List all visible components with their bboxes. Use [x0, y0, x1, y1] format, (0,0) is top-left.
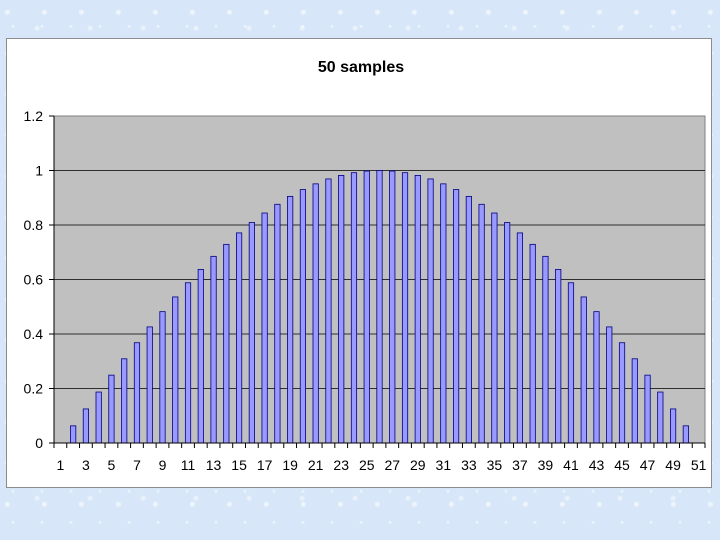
y-axis: 0 0.2 0.4 0.6 0.8 1 1.2 — [24, 108, 55, 451]
bar — [618, 342, 626, 444]
x-tick-label: 13 — [206, 457, 222, 473]
x-tick-label: 1 — [56, 457, 64, 473]
y-tick-label: 0.2 — [24, 381, 44, 397]
bar — [465, 195, 472, 444]
x-tick-label: 39 — [538, 457, 554, 473]
bar — [325, 178, 332, 444]
x-tick-label: 15 — [231, 457, 247, 473]
bar — [580, 296, 587, 444]
bar — [606, 326, 613, 444]
x-tick-label: 29 — [410, 457, 426, 473]
bar — [376, 170, 383, 444]
bar — [516, 232, 523, 444]
bar — [121, 358, 128, 444]
x-tick-label: 11 — [181, 457, 196, 473]
bar — [555, 269, 562, 444]
x-tick-label: 33 — [461, 457, 477, 473]
x-tick-label: 31 — [436, 457, 452, 473]
bar — [504, 222, 511, 444]
bar — [248, 222, 255, 444]
bar — [363, 170, 370, 444]
x-tick-label: 47 — [640, 457, 656, 473]
bar — [529, 243, 536, 444]
x-tick-label: 23 — [333, 457, 349, 473]
y-tick-label: 1.2 — [24, 108, 44, 124]
bar — [350, 172, 358, 444]
x-tick-label: 25 — [359, 457, 375, 473]
bar — [593, 311, 600, 444]
x-axis: 1 3 5 7 9 11 13 15 17 19 21 23 25 27 29 31 33 35 37 39 41 43 4… — [53, 442, 707, 473]
chart-title: 50 samples — [318, 59, 404, 76]
x-tick-label: 5 — [108, 457, 116, 473]
x-tick-label: 19 — [282, 457, 298, 473]
x-tick-label: 27 — [384, 457, 400, 473]
bar — [567, 282, 575, 444]
y-tick-label: 0.8 — [24, 217, 44, 233]
bar — [401, 172, 409, 444]
bar-chart: 50 samples 00.20.40.60.811.2 1 3 5 7 9 11 13 15… — [24, 59, 707, 473]
x-tick-label: 41 — [563, 457, 579, 473]
x-tick-label: 17 — [257, 457, 273, 473]
x-tick-label: 43 — [589, 457, 605, 473]
x-tick-label: 35 — [487, 457, 503, 473]
y-tick-label: 0.6 — [24, 272, 44, 288]
bar — [299, 189, 306, 444]
bar — [682, 425, 689, 444]
x-tick-label: 49 — [665, 457, 681, 473]
bar — [95, 391, 102, 444]
bar — [644, 374, 651, 444]
bar — [657, 391, 664, 444]
bar — [670, 408, 677, 444]
bar — [210, 255, 217, 444]
x-tick-label: 37 — [512, 457, 528, 473]
bar — [338, 175, 345, 444]
x-tick-label: 9 — [159, 457, 167, 473]
bar — [427, 178, 434, 444]
x-tick-label: 7 — [133, 457, 141, 473]
y-tick-label: 1 — [35, 163, 43, 179]
bar — [389, 170, 396, 444]
bar — [414, 175, 421, 444]
bar — [108, 374, 115, 444]
bar — [82, 408, 89, 444]
chart-frame: 50 samples 0 0.2 0.4 0.6 0.8 1 1.2 1 3 5 7 9 11 13 15… — [6, 38, 712, 488]
bar — [70, 425, 77, 444]
bar — [542, 255, 549, 444]
bar — [440, 183, 447, 444]
bar — [631, 358, 638, 444]
bars — [70, 170, 689, 444]
bar — [287, 195, 294, 444]
bar — [274, 203, 281, 444]
x-tick-label: 21 — [308, 457, 324, 473]
bar — [159, 311, 166, 444]
x-tick-label: 51 — [691, 457, 707, 473]
bar — [261, 212, 268, 444]
bar — [236, 232, 243, 444]
x-tick-label: 3 — [82, 457, 90, 473]
bar — [491, 212, 498, 444]
bar — [312, 183, 319, 444]
bar — [172, 296, 179, 444]
bar — [197, 269, 204, 444]
bar — [478, 203, 485, 444]
bar — [223, 243, 230, 444]
y-tick-label: 0.4 — [24, 326, 44, 342]
x-tick-label: 45 — [614, 457, 630, 473]
bar — [184, 282, 192, 444]
bar — [453, 189, 460, 444]
bar — [146, 326, 153, 444]
bar — [133, 342, 141, 444]
y-tick-label: 0 — [35, 435, 43, 451]
